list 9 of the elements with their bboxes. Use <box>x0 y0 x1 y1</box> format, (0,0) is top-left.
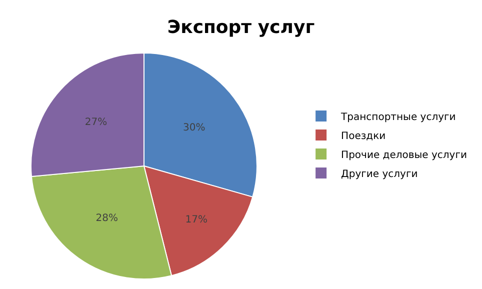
legend-label: Поездки <box>341 130 386 142</box>
chart-title: Экспорт услуг <box>167 16 315 38</box>
data-label: 17% <box>185 214 208 226</box>
legend-label: Транспортные услуги <box>340 112 456 123</box>
data-label: 30% <box>183 122 206 134</box>
data-label: 27% <box>84 116 108 128</box>
legend-label: Другие услуги <box>341 168 418 180</box>
legend-label: Прочие деловые услуги <box>341 150 467 161</box>
data-label: 28% <box>96 212 118 224</box>
